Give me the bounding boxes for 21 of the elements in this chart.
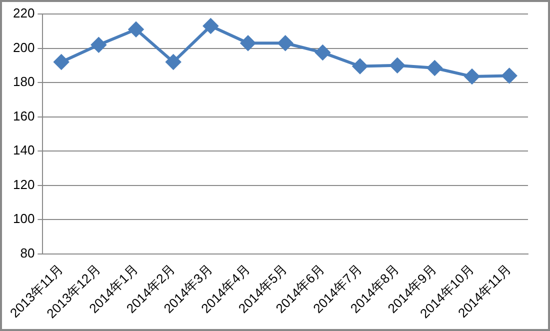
point <box>166 54 181 70</box>
y-tick-label: 220 <box>12 6 35 21</box>
point <box>427 60 442 76</box>
y-tick-label: 100 <box>12 211 35 226</box>
point <box>54 54 69 70</box>
point <box>203 18 218 34</box>
y-tick-label: 80 <box>20 245 35 260</box>
point <box>91 37 106 52</box>
point <box>240 36 256 51</box>
point <box>278 36 293 51</box>
point <box>315 45 330 60</box>
point <box>128 22 144 37</box>
point <box>464 69 480 84</box>
y-tick-label: 160 <box>12 108 35 124</box>
y-tick-label: 200 <box>12 40 35 55</box>
y-tick-label: 180 <box>12 74 35 90</box>
y-tick-label: 120 <box>12 176 35 192</box>
y-tick-label: 140 <box>12 142 35 158</box>
point <box>502 68 517 84</box>
point <box>390 58 405 73</box>
point <box>352 58 368 74</box>
